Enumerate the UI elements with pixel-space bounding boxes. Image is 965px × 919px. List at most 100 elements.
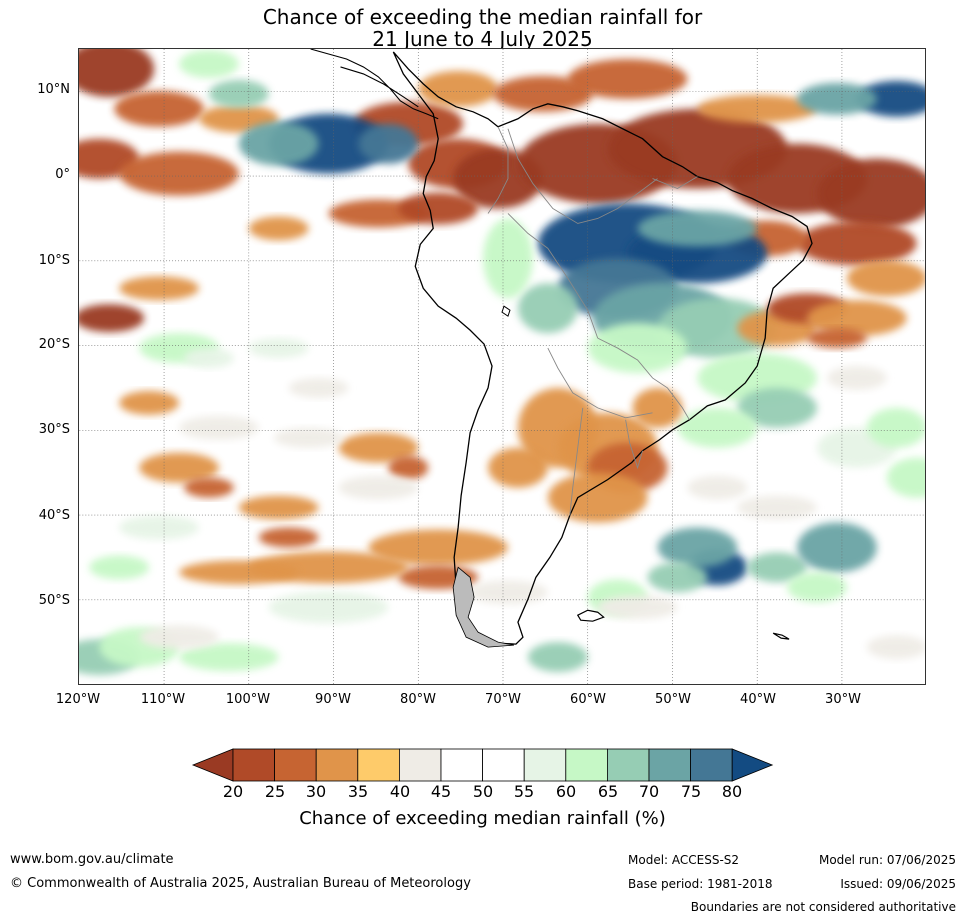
rainfall-patch (184, 477, 234, 498)
rainfall-patch (358, 123, 419, 164)
colorbar-tick-65: 65 (597, 782, 619, 801)
rainfall-patch (368, 529, 508, 566)
rainfall-patch (208, 79, 269, 108)
rainfall-patch (418, 70, 499, 107)
colorbar-cell (232, 748, 275, 782)
rainfall-patch (114, 90, 204, 127)
colorbar-tick-50: 50 (472, 782, 494, 801)
colorbar-cell (440, 748, 483, 782)
rainfall-patch (866, 407, 925, 448)
coastline-south-america (392, 51, 813, 645)
rainfall-patch (79, 304, 145, 333)
lat-label-30s: 30°S (38, 422, 70, 437)
coastline-central-america (310, 49, 439, 120)
rainfall-patch (886, 457, 925, 498)
rainfall-patch (737, 495, 818, 520)
issued-text: Issued: 09/06/2025 (840, 877, 956, 891)
rainfall-patch (184, 348, 234, 368)
rainfall-patch (119, 390, 180, 415)
rainfall-patch (637, 210, 758, 247)
lat-label-20s: 20°S (38, 337, 70, 352)
rainfall-patch (483, 218, 533, 299)
rainfall-patch (866, 635, 925, 660)
graticule (79, 49, 925, 684)
rainfall-patch (567, 58, 688, 99)
lon-label-70w: 70°W (485, 692, 521, 707)
rainfall-patch (468, 580, 548, 605)
rainfall-patch (807, 328, 867, 349)
lat-label-10s: 10°S (38, 253, 70, 268)
rainfall-patch (647, 562, 708, 593)
colorbar-cell (648, 748, 691, 782)
rainfall-patch (119, 151, 239, 196)
rainfall-patch (687, 475, 748, 500)
rainfall-patch (517, 283, 578, 334)
colorbar-cell (482, 748, 525, 782)
rainfall-patch (139, 625, 219, 650)
rainfall-patch (677, 407, 758, 448)
lon-label-50w: 50°W (655, 692, 691, 707)
lon-label-100w: 100°W (225, 692, 271, 707)
colorbar-tick-80: 80 (721, 782, 743, 801)
rainfall-patch (238, 495, 319, 520)
lat-label-10n: 10°N (37, 82, 70, 97)
rainfall-patch (587, 323, 688, 373)
colorbar-cell (690, 748, 733, 782)
rainfall-patch (488, 447, 548, 488)
rainfall-patch (248, 338, 309, 359)
rainfall-patch (657, 298, 778, 359)
rainfall-patch (817, 158, 925, 229)
model-text: Model: ACCESS-S2 (628, 853, 740, 867)
rainfall-patch (398, 192, 479, 225)
rainfall-patch (119, 515, 199, 540)
rainfall-patch (787, 572, 847, 603)
lat-label-50s: 50°S (38, 593, 70, 608)
rainfall-patch (632, 387, 683, 428)
rainfall-patch (119, 276, 199, 301)
colorbar-extend-low (191, 748, 234, 782)
rainfall-patch (89, 555, 150, 580)
rainfall-patch (238, 121, 319, 166)
rainfall-patch (826, 366, 887, 390)
map-title-line2: 21 June to 4 July 2025 (372, 27, 593, 51)
lon-label-60w: 60°W (570, 692, 606, 707)
rainfall-patch (747, 552, 808, 583)
south-georgia-island (772, 632, 790, 640)
lon-label-40w: 40°W (740, 692, 776, 707)
colorbar-label: Chance of exceeding median rainfall (%) (299, 808, 666, 829)
rainfall-patch (697, 94, 818, 123)
colorbar-cell (274, 748, 317, 782)
rainfall-patch (179, 49, 239, 78)
country-borders (487, 126, 698, 516)
colorbar-cell (523, 748, 567, 782)
rainfall-patch (273, 427, 344, 448)
colorbar-cell (606, 748, 650, 782)
disclaimer-text: Boundaries are not considered authoritat… (690, 900, 956, 914)
copyright-text: © Commonwealth of Australia 2025, Austra… (10, 876, 471, 891)
colorbar-extend-high (731, 748, 774, 782)
model-run-text: Model run: 07/06/2025 (818, 853, 956, 867)
rainfall-patch (797, 221, 917, 266)
map-canvas (79, 49, 925, 684)
lat-label-40s: 40°S (38, 508, 70, 523)
rainfall-patch (493, 75, 593, 112)
colorbar-tick-30: 30 (305, 782, 327, 801)
lon-label-120w: 120°W (55, 692, 101, 707)
rainfall-patch (388, 455, 429, 480)
tierra-del-fuego-coast (452, 566, 515, 648)
colorbar (191, 748, 774, 782)
colorbar-tick-75: 75 (680, 782, 702, 801)
colorbar-tick-35: 35 (347, 782, 369, 801)
rainfall-patch (179, 415, 259, 440)
colorbar-tick-70: 70 (638, 782, 660, 801)
rainfall-patch (527, 642, 588, 673)
website-text: www.bom.gov.au/climate (10, 852, 174, 867)
rainfall-patch (179, 643, 279, 672)
rainfall-patch (797, 522, 877, 573)
colorbar-tick-45: 45 (430, 782, 452, 801)
lon-label-110w: 110°W (140, 692, 186, 707)
rainfall-patch (856, 80, 925, 117)
colorbar-tick-40: 40 (389, 782, 411, 801)
colorbar-tick-20: 20 (222, 782, 244, 801)
rainfall-patch (139, 452, 219, 483)
